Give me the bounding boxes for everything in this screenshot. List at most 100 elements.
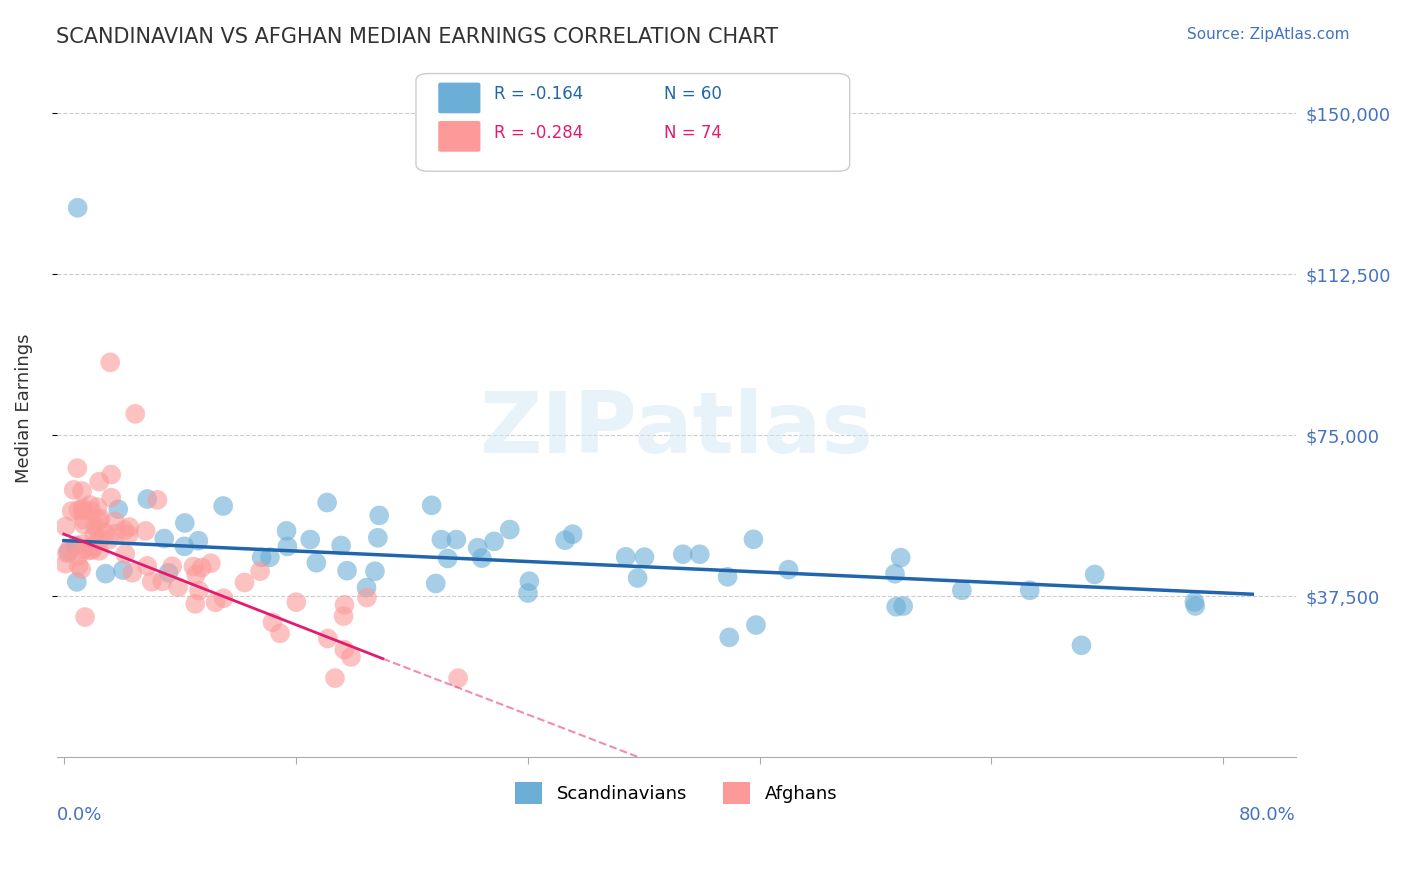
Scandinavians (212, 499, 235, 513)
Scandinavians (614, 549, 637, 564)
Scandinavians (884, 566, 907, 581)
Scandinavians (554, 533, 576, 548)
Afghans (114, 547, 136, 561)
Scandinavians (187, 533, 209, 548)
Text: R = -0.284: R = -0.284 (494, 124, 583, 142)
Scandinavians (153, 532, 176, 546)
Scandinavians (482, 534, 505, 549)
Afghans (188, 583, 211, 598)
Afghans (89, 544, 111, 558)
Scandinavians (367, 531, 389, 545)
Afghans (212, 591, 235, 606)
Afghans (72, 501, 94, 516)
Scandinavians (65, 539, 87, 553)
Scandinavians (1184, 599, 1206, 613)
Afghans (160, 559, 183, 574)
Text: 80.0%: 80.0% (1239, 806, 1296, 824)
Afghans (135, 524, 157, 538)
Text: ZIPatlas: ZIPatlas (479, 388, 873, 471)
Afghans (447, 671, 470, 685)
Scandinavians (517, 586, 540, 600)
Scandinavians (136, 491, 159, 506)
Afghans (55, 519, 77, 533)
Afghans (67, 503, 90, 517)
Afghans (77, 543, 100, 558)
Scandinavians (336, 564, 359, 578)
Text: R = -0.164: R = -0.164 (494, 86, 583, 103)
Afghans (183, 559, 205, 574)
Afghans (73, 517, 96, 532)
Afghans (94, 525, 117, 540)
Text: 0.0%: 0.0% (56, 806, 103, 824)
Afghans (104, 526, 127, 541)
Afghans (233, 575, 256, 590)
Scandinavians (330, 539, 353, 553)
Afghans (67, 558, 90, 573)
Afghans (121, 566, 143, 580)
Scandinavians (890, 550, 912, 565)
Scandinavians (250, 550, 273, 565)
Afghans (87, 533, 110, 548)
Afghans (333, 598, 356, 612)
Afghans (167, 580, 190, 594)
Afghans (62, 483, 84, 497)
Afghans (204, 595, 226, 609)
Scandinavians (745, 618, 768, 632)
Afghans (60, 504, 83, 518)
Scandinavians (305, 556, 328, 570)
Afghans (285, 595, 308, 609)
Scandinavians (742, 533, 765, 547)
Scandinavians (1070, 638, 1092, 652)
Afghans (117, 528, 139, 542)
Afghans (98, 355, 121, 369)
Scandinavians (420, 499, 443, 513)
Scandinavians (778, 563, 800, 577)
Afghans (66, 461, 89, 475)
Scandinavians (891, 599, 914, 613)
FancyBboxPatch shape (439, 121, 481, 152)
Scandinavians (58, 545, 80, 559)
Scandinavians (356, 581, 378, 595)
Scandinavians (157, 566, 180, 580)
Afghans (72, 512, 94, 526)
Afghans (90, 511, 112, 525)
Scandinavians (276, 540, 298, 554)
Scandinavians (884, 599, 907, 614)
Afghans (184, 597, 207, 611)
Scandinavians (467, 541, 489, 555)
Scandinavians (716, 570, 738, 584)
Scandinavians (173, 539, 195, 553)
Scandinavians (499, 523, 522, 537)
Afghans (80, 504, 103, 518)
Scandinavians (430, 533, 453, 547)
Afghans (356, 591, 378, 605)
Afghans (73, 542, 96, 557)
Afghans (118, 520, 141, 534)
Afghans (79, 498, 101, 512)
Scandinavians (627, 571, 650, 585)
Scandinavians (1018, 583, 1040, 598)
Scandinavians (633, 550, 655, 565)
Scandinavians (276, 524, 298, 538)
Afghans (104, 515, 127, 529)
Afghans (141, 574, 163, 589)
Afghans (82, 543, 104, 558)
Afghans (200, 556, 222, 570)
Afghans (83, 528, 105, 542)
Scandinavians (519, 574, 541, 589)
Afghans (72, 503, 94, 517)
FancyBboxPatch shape (439, 83, 481, 113)
Afghans (249, 564, 271, 578)
Afghans (70, 484, 93, 499)
Afghans (340, 649, 363, 664)
FancyBboxPatch shape (416, 73, 849, 171)
Afghans (191, 560, 214, 574)
Y-axis label: Median Earnings: Median Earnings (15, 334, 32, 483)
Text: N = 74: N = 74 (664, 124, 721, 142)
Scandinavians (672, 547, 695, 561)
Scandinavians (66, 201, 89, 215)
Text: SCANDINAVIAN VS AFGHAN MEDIAN EARNINGS CORRELATION CHART: SCANDINAVIAN VS AFGHAN MEDIAN EARNINGS C… (56, 27, 779, 46)
Afghans (136, 558, 159, 573)
Afghans (184, 567, 207, 582)
Scandinavians (446, 533, 468, 547)
